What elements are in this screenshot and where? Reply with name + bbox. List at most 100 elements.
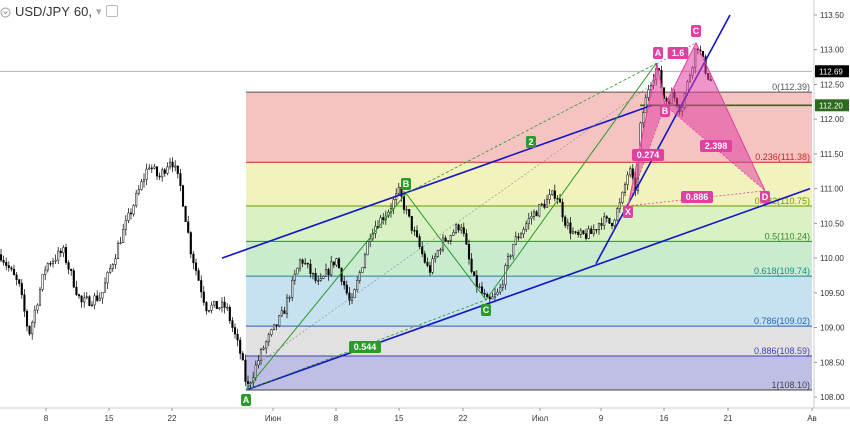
collapse-legend-icon[interactable] bbox=[0, 6, 11, 17]
price-tick-label: 108.50 bbox=[820, 358, 845, 367]
candle bbox=[148, 163, 151, 170]
candle-body bbox=[184, 206, 187, 222]
candle-body bbox=[80, 295, 83, 303]
candle bbox=[67, 260, 70, 275]
candle bbox=[480, 281, 484, 295]
candle-body bbox=[582, 230, 585, 235]
harmonic-ratio-4-bg bbox=[681, 191, 713, 203]
candle-body bbox=[23, 294, 26, 312]
candle bbox=[51, 257, 55, 268]
time-tick-label: 16 bbox=[660, 414, 669, 423]
candle-body bbox=[62, 247, 65, 254]
abcd-point-c-text: C bbox=[483, 305, 490, 315]
candle bbox=[296, 267, 299, 275]
candle bbox=[278, 314, 281, 328]
last-price-tag-bg bbox=[815, 65, 849, 78]
candle bbox=[431, 255, 434, 275]
candle-body bbox=[566, 222, 569, 226]
candle-body bbox=[215, 300, 218, 310]
candle bbox=[41, 274, 44, 292]
candle bbox=[90, 301, 94, 308]
fib-band-0.5-0.618 bbox=[246, 241, 812, 277]
fib-level-label: 0.886(108.59) bbox=[754, 346, 810, 356]
candle-body bbox=[530, 216, 533, 219]
candle bbox=[608, 217, 611, 224]
candle bbox=[470, 252, 473, 274]
candle bbox=[426, 257, 429, 268]
candle-body bbox=[454, 224, 458, 233]
price-tick-label: 109.50 bbox=[820, 289, 845, 298]
symbol-name[interactable]: USD/JPY bbox=[15, 3, 70, 19]
candle bbox=[267, 332, 270, 347]
fib-level-label: 0.236(111.38) bbox=[755, 152, 810, 162]
level-price-tag: 112.20 bbox=[815, 99, 849, 112]
harmonic-point-b-bg bbox=[660, 105, 670, 117]
candle-body bbox=[561, 202, 564, 218]
candle-body bbox=[535, 211, 538, 217]
candle-body bbox=[361, 267, 364, 273]
candle-body bbox=[10, 267, 13, 270]
candle-body bbox=[369, 238, 372, 242]
more-options-icon[interactable] bbox=[105, 5, 118, 17]
price-tick-label: 111.00 bbox=[820, 185, 844, 194]
candle-body bbox=[205, 302, 208, 312]
harmonic-ratio-3-text: 2.398 bbox=[705, 141, 728, 151]
candle-body bbox=[137, 189, 140, 194]
candle-body bbox=[83, 297, 86, 303]
lower-channel-line bbox=[245, 187, 811, 391]
interval-label[interactable]: 60, bbox=[73, 3, 92, 19]
harmonic-ratio-1-text: 1.6 bbox=[672, 48, 685, 58]
abcd-point-c: C bbox=[481, 304, 491, 316]
candle-body bbox=[475, 275, 478, 288]
candle-body bbox=[522, 229, 525, 235]
candle bbox=[439, 247, 442, 255]
candle-body bbox=[124, 220, 127, 230]
harmonic-point-c-text: C bbox=[693, 26, 700, 36]
candle bbox=[7, 261, 10, 272]
candle bbox=[457, 223, 460, 233]
harmonic-pattern[interactable]: X A B C D 1.6 0.274 2.398 0.886 bbox=[623, 25, 770, 218]
abcd-projection-line bbox=[259, 84, 653, 363]
candle bbox=[535, 210, 538, 217]
trend-channel-lines[interactable] bbox=[221, 14, 811, 391]
candle bbox=[610, 222, 614, 230]
candle-body bbox=[202, 291, 205, 303]
candle-body bbox=[343, 281, 346, 286]
candle bbox=[142, 173, 146, 188]
candle bbox=[543, 199, 546, 210]
candle-body bbox=[600, 223, 603, 226]
candle-body bbox=[462, 227, 465, 234]
candle bbox=[444, 235, 447, 242]
candle-body bbox=[405, 209, 408, 211]
candle bbox=[124, 215, 127, 236]
abcd-pattern[interactable]: A B C 0.544 2 bbox=[241, 63, 657, 406]
candle bbox=[454, 223, 458, 235]
candle bbox=[223, 296, 226, 314]
candle-body bbox=[41, 274, 44, 290]
candle-body bbox=[171, 161, 174, 168]
price-tick-label: 112.00 bbox=[820, 115, 844, 124]
settings-menu-icon[interactable]: ▾ bbox=[95, 5, 102, 18]
candle-body bbox=[155, 166, 159, 177]
candle-body bbox=[465, 233, 468, 245]
candle bbox=[590, 225, 593, 234]
candle bbox=[129, 208, 133, 220]
candle bbox=[301, 258, 304, 268]
candle-body bbox=[449, 235, 452, 241]
abcd-ratio-bd: 2 bbox=[526, 136, 536, 148]
candle-body bbox=[189, 232, 192, 255]
candle-body bbox=[2, 259, 5, 263]
candle-body bbox=[36, 304, 39, 311]
candle-body bbox=[558, 198, 562, 203]
candle bbox=[44, 265, 47, 281]
candle bbox=[298, 258, 302, 272]
candle-body bbox=[517, 236, 520, 239]
candle-body bbox=[509, 255, 512, 257]
candle-body bbox=[626, 174, 629, 185]
harmonic-point-x-bg bbox=[623, 206, 633, 218]
candle-body bbox=[538, 204, 541, 217]
candle bbox=[514, 231, 517, 246]
candle-body bbox=[244, 359, 247, 382]
candle bbox=[285, 294, 289, 319]
